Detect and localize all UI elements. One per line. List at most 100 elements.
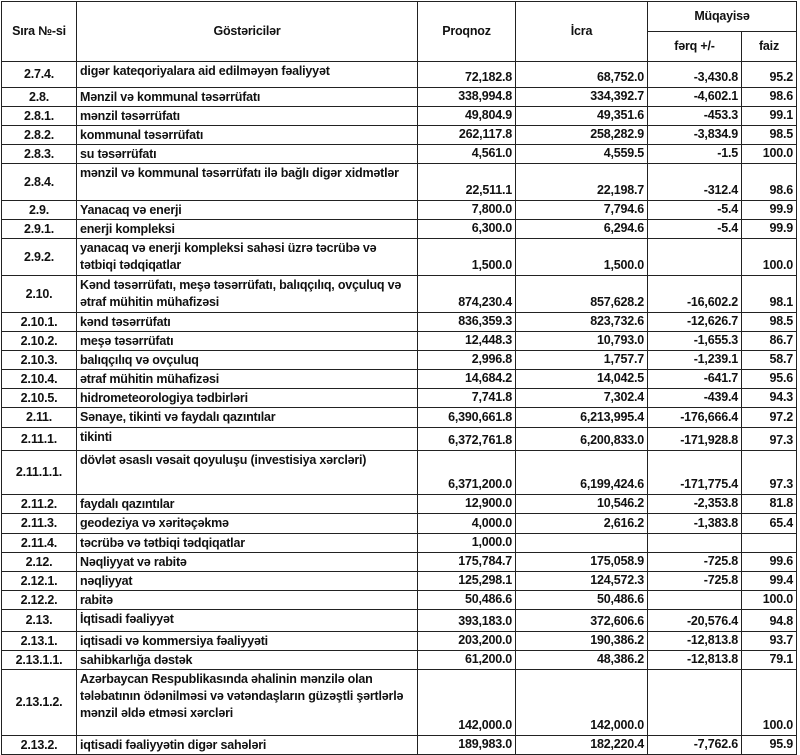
row-difference: -5.4 bbox=[647, 200, 742, 220]
table-row: 2.13.1. iqtisadi və kommersiya fəaliyyəti… bbox=[1, 631, 797, 651]
row-actual: 68,752.0 bbox=[515, 61, 648, 88]
row-difference: -641.7 bbox=[647, 369, 742, 389]
row-actual: 182,220.4 bbox=[515, 735, 648, 755]
row-actual: 857,628.2 bbox=[515, 275, 648, 313]
row-forecast: 836,359.3 bbox=[417, 312, 516, 332]
row-code: 2.13. bbox=[1, 609, 77, 632]
row-percent: 95.2 bbox=[741, 61, 797, 88]
row-code: 2.10.1. bbox=[1, 312, 77, 332]
table-row: 2.9. Yanacaq və enerji 7,800.0 7,794.6 -5.4 9… bbox=[1, 200, 797, 220]
row-actual: 334,392.7 bbox=[515, 87, 648, 107]
row-indicator: iqtisadi və kommersiya fəaliyyəti bbox=[76, 631, 418, 651]
row-code: 2.11.1.1. bbox=[1, 450, 77, 495]
row-indicator: kommunal təsərrüfatı bbox=[76, 125, 418, 145]
row-percent: 98.6 bbox=[741, 87, 797, 107]
row-indicator: Nəqliyyat və rabitə bbox=[76, 552, 418, 572]
row-actual bbox=[515, 533, 648, 553]
table-row: 2.13.2. iqtisadi fəaliyyətin digər sahələ… bbox=[1, 735, 797, 755]
row-actual: 258,282.9 bbox=[515, 125, 648, 145]
row-actual: 6,199,424.6 bbox=[515, 450, 648, 495]
row-percent: 98.1 bbox=[741, 275, 797, 313]
row-actual: 175,058.9 bbox=[515, 552, 648, 572]
row-difference: -1,655.3 bbox=[647, 331, 742, 351]
table-row: 2.11.4. təcrübə və tətbiqi tədqiqatlar 1,0… bbox=[1, 533, 797, 553]
table-row: 2.12.2. rabitə 50,486.6 50,486.6 100.0 bbox=[1, 590, 797, 610]
row-actual: 49,351.6 bbox=[515, 106, 648, 126]
row-indicator: geodeziya və xəritəçəkmə bbox=[76, 513, 418, 534]
table-row: 2.13. İqtisadi fəaliyyət 393,183.0 372,606.… bbox=[1, 609, 797, 632]
row-difference: -171,775.4 bbox=[647, 450, 742, 495]
header-forecast: Proqnoz bbox=[417, 1, 516, 62]
row-percent: 98.5 bbox=[741, 125, 797, 145]
row-percent: 100.0 bbox=[741, 669, 797, 736]
table-row: 2.8.4. mənzil və kommunal təsərrüfatı ilə… bbox=[1, 163, 797, 201]
row-code: 2.11.1. bbox=[1, 427, 77, 451]
row-difference: -1,239.1 bbox=[647, 350, 742, 370]
row-forecast: 125,298.1 bbox=[417, 571, 516, 591]
table-row: 2.11.3. geodeziya və xəritəçəkmə 4,000.0 2,… bbox=[1, 513, 797, 534]
row-forecast: 6,372,761.8 bbox=[417, 427, 516, 451]
row-code: 2.9.1. bbox=[1, 219, 77, 239]
row-actual: 142,000.0 bbox=[515, 669, 648, 736]
table-row: 2.8. Mənzil və kommunal təsərrüfatı 338,99… bbox=[1, 87, 797, 107]
table-row: 2.8.2. kommunal təsərrüfatı 262,117.8 258,2… bbox=[1, 125, 797, 145]
table-row: 2.11. Sənaye, tikinti və faydalı qazıntıl… bbox=[1, 407, 797, 428]
table-row: 2.10.4. ətraf mühitin mühafizəsi 14,684.2 1… bbox=[1, 369, 797, 389]
row-actual: 48,386.2 bbox=[515, 650, 648, 670]
row-forecast: 72,182.8 bbox=[417, 61, 516, 88]
row-forecast: 7,741.8 bbox=[417, 388, 516, 408]
row-code: 2.8.4. bbox=[1, 163, 77, 201]
row-difference: -7,762.6 bbox=[647, 735, 742, 755]
row-percent: 99.1 bbox=[741, 106, 797, 126]
table-row: 2.13.1.1. sahibkarlığa dəstək 61,200.0 48,3… bbox=[1, 650, 797, 670]
row-indicator: rabitə bbox=[76, 590, 418, 610]
row-code: 2.7.4. bbox=[1, 61, 77, 88]
row-code: 2.10.5. bbox=[1, 388, 77, 408]
row-indicator: su təsərrüfatı bbox=[76, 144, 418, 164]
row-code: 2.10.2. bbox=[1, 331, 77, 351]
table-row: 2.10.1. kənd təsərrüfatı 836,359.3 823,732.… bbox=[1, 312, 797, 332]
row-code: 2.9.2. bbox=[1, 238, 77, 276]
row-indicator: ətraf mühitin mühafizəsi bbox=[76, 369, 418, 389]
row-difference: -3,834.9 bbox=[647, 125, 742, 145]
row-forecast: 2,996.8 bbox=[417, 350, 516, 370]
row-percent: 58.7 bbox=[741, 350, 797, 370]
row-actual: 50,486.6 bbox=[515, 590, 648, 610]
row-difference: -176,666.4 bbox=[647, 407, 742, 428]
row-actual: 372,606.6 bbox=[515, 609, 648, 632]
row-percent: 98.6 bbox=[741, 163, 797, 201]
header-code: Sıra №-si bbox=[1, 1, 77, 62]
row-indicator: tikinti bbox=[76, 427, 418, 451]
row-difference: -16,602.2 bbox=[647, 275, 742, 313]
header-actual: İcra bbox=[515, 1, 648, 62]
row-difference: -20,576.4 bbox=[647, 609, 742, 632]
row-indicator: təcrübə və tətbiqi tədqiqatlar bbox=[76, 533, 418, 553]
row-indicator: sahibkarlığa dəstək bbox=[76, 650, 418, 670]
row-difference: -725.8 bbox=[647, 571, 742, 591]
row-percent: 99.6 bbox=[741, 552, 797, 572]
row-actual: 10,546.2 bbox=[515, 494, 648, 514]
row-forecast: 50,486.6 bbox=[417, 590, 516, 610]
row-forecast: 262,117.8 bbox=[417, 125, 516, 145]
row-actual: 4,559.5 bbox=[515, 144, 648, 164]
row-indicator: nəqliyyat bbox=[76, 571, 418, 591]
row-indicator: digər kateqoriyalara aid edilməyən fəali… bbox=[76, 61, 418, 88]
row-percent: 99.9 bbox=[741, 219, 797, 239]
header-indicator: Göstəricilər bbox=[76, 1, 418, 62]
row-percent: 99.4 bbox=[741, 571, 797, 591]
row-percent: 81.8 bbox=[741, 494, 797, 514]
row-percent: 97.3 bbox=[741, 427, 797, 451]
row-indicator: balıqçılıq və ovçuluq bbox=[76, 350, 418, 370]
row-code: 2.13.1. bbox=[1, 631, 77, 651]
row-difference: -12,626.7 bbox=[647, 312, 742, 332]
table-row: 2.11.1.1. dövlət əsaslı vəsait qoyuluşu (… bbox=[1, 450, 797, 495]
row-forecast: 61,200.0 bbox=[417, 650, 516, 670]
row-code: 2.13.2. bbox=[1, 735, 77, 755]
row-actual: 7,302.4 bbox=[515, 388, 648, 408]
table-row: 2.10.5. hidrometeorologiya tədbirləri 7,74… bbox=[1, 388, 797, 408]
row-percent: 93.7 bbox=[741, 631, 797, 651]
row-indicator: Yanacaq və enerji bbox=[76, 200, 418, 220]
row-difference bbox=[647, 533, 742, 553]
row-percent: 99.9 bbox=[741, 200, 797, 220]
row-indicator: meşə təsərrüfatı bbox=[76, 331, 418, 351]
